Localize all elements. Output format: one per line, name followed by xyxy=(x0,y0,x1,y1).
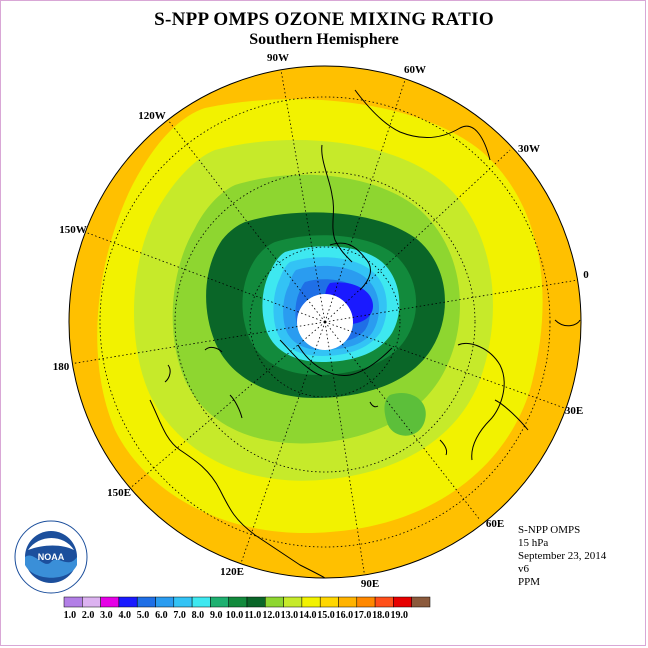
lon-label-30w: 30W xyxy=(518,143,540,155)
lon-label-120e: 120E xyxy=(220,566,244,578)
graticule xyxy=(69,69,579,578)
lon-label-150w: 150W xyxy=(59,224,87,236)
noaa-logo: NOAA xyxy=(14,520,88,594)
info-units: PPM xyxy=(518,576,541,588)
lon-label-60e: 60E xyxy=(486,518,504,530)
lon-label-180: 180 xyxy=(53,361,70,373)
ozone-patch-green xyxy=(384,392,426,436)
info-level: 15 hPa xyxy=(518,537,549,549)
info-instrument: S-NPP OMPS xyxy=(518,524,581,536)
map-boundary xyxy=(68,65,582,579)
lon-label-30e: 30E xyxy=(565,405,583,417)
lon-label-90w: 90W xyxy=(267,52,289,64)
longitude-labels: 90W 60W 30W 0 30E 60E 90E 120E 150E 180 … xyxy=(53,52,590,590)
map-title: S-NPP OMPS OZONE MIXING RATIO xyxy=(154,9,494,30)
noaa-logo-text: NOAA xyxy=(38,552,65,562)
lon-label-0: 0 xyxy=(583,269,589,281)
info-date: September 23, 2014 xyxy=(518,550,607,562)
lon-label-120w: 120W xyxy=(138,110,166,122)
map-subtitle: Southern Hemisphere xyxy=(249,31,399,48)
lon-label-60w: 60W xyxy=(404,64,426,76)
lon-label-90e: 90E xyxy=(361,578,379,590)
lon-label-150e: 150E xyxy=(107,487,131,499)
coastlines xyxy=(149,89,581,578)
info-version: v6 xyxy=(518,563,529,575)
